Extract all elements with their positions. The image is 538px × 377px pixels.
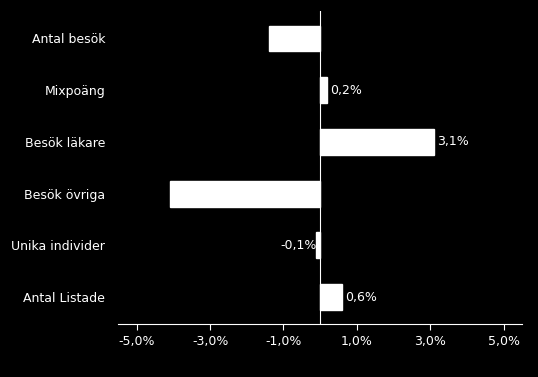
Bar [269, 26, 320, 51]
Bar [320, 284, 342, 310]
Text: 0,2%: 0,2% [330, 84, 362, 97]
Text: -0,1%: -0,1% [280, 239, 316, 252]
Text: -1,4%: -1,4% [280, 32, 316, 45]
Bar [169, 181, 320, 207]
Text: 3,1%: 3,1% [437, 135, 469, 149]
Text: 0,6%: 0,6% [345, 291, 377, 303]
Text: -4,1%: -4,1% [280, 187, 316, 200]
Bar [320, 129, 434, 155]
Bar [316, 232, 320, 258]
Bar [320, 77, 328, 103]
